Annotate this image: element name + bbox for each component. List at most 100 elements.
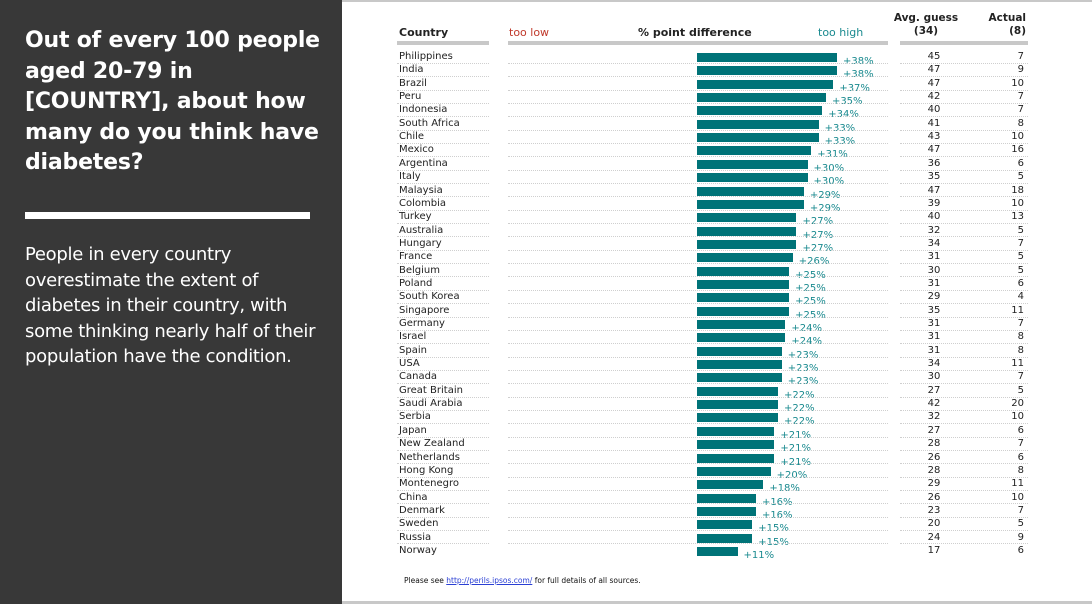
row-divider (397, 369, 489, 371)
row-divider (397, 116, 489, 118)
avg-guess-value: 32 (927, 411, 941, 423)
avg-guess-value: 45 (927, 51, 941, 62)
row-divider (900, 423, 1028, 425)
difference-label: +15% (758, 523, 789, 535)
row-divider (508, 450, 888, 451)
difference-bar (697, 320, 786, 329)
actual-value: 7 (1017, 91, 1024, 103)
avg-guess-value: 26 (927, 451, 941, 463)
avg-guess-value: 26 (927, 491, 941, 503)
country-label: Mexico (399, 144, 434, 156)
difference-bar (697, 400, 779, 410)
row-divider (397, 196, 489, 198)
header-rule-chart (508, 41, 888, 45)
difference-bar (697, 426, 775, 436)
row-divider (900, 169, 1028, 171)
row-divider (900, 476, 1028, 478)
difference-label: +25% (795, 296, 826, 308)
avg-guess-value: 28 (927, 464, 941, 476)
actual-value: 5 (1017, 171, 1024, 183)
row-divider (397, 102, 489, 104)
difference-bar (697, 413, 779, 423)
row-divider (508, 289, 888, 291)
header-rule-country (397, 41, 489, 45)
difference-label: +24% (791, 323, 823, 334)
difference-bar (697, 480, 764, 490)
actual-value: 5 (1017, 251, 1024, 263)
row-divider (900, 236, 1028, 238)
difference-bar (697, 106, 823, 116)
row-divider (508, 476, 888, 478)
avg-guess-value: 31 (927, 251, 941, 263)
actual-value: 10 (1011, 131, 1024, 143)
difference-bar (697, 253, 793, 263)
country-label: Indonesia (399, 104, 448, 116)
actual-value: 11 (1011, 304, 1024, 316)
row-divider (508, 169, 888, 171)
row-divider (397, 503, 489, 505)
row-divider (397, 156, 489, 158)
avg-guess-value: 42 (927, 398, 941, 410)
row-divider (397, 476, 489, 478)
difference-bar (697, 440, 775, 450)
difference-label: +22% (784, 416, 815, 428)
row-divider (397, 356, 489, 358)
header-avg-guess-overall: (34) (913, 25, 939, 37)
avg-guess-value: 20 (927, 518, 941, 530)
row-divider (397, 142, 489, 144)
country-label: Peru (399, 91, 422, 103)
row-divider (508, 516, 888, 518)
avg-guess-value: 17 (927, 544, 941, 556)
difference-label: +38% (843, 56, 874, 67)
row-divider (508, 503, 888, 505)
actual-value: 8 (1017, 344, 1024, 356)
row-divider (508, 236, 888, 238)
left-panel: Out of every 100 people aged 20-79 in [C… (0, 0, 342, 604)
country-label: Netherlands (399, 451, 460, 463)
difference-bar (697, 133, 819, 143)
difference-bar (697, 373, 782, 383)
difference-label: +29% (809, 189, 841, 201)
actual-value: 5 (1017, 384, 1024, 396)
country-label: Serbia (399, 411, 431, 423)
row-divider (397, 289, 489, 291)
row-divider (508, 356, 888, 358)
row-divider (900, 343, 1028, 345)
difference-label: +23% (787, 363, 819, 375)
row-divider (900, 543, 1028, 545)
row-divider (900, 396, 1028, 398)
actual-value: 7 (1017, 371, 1024, 383)
difference-label: +23% (787, 349, 819, 361)
actual-value: 10 (1011, 411, 1024, 423)
avg-guess-value: 31 (927, 331, 941, 343)
row-divider (900, 463, 1028, 465)
difference-bar (697, 239, 797, 249)
difference-label: +35% (831, 96, 863, 108)
actual-value: 8 (1017, 117, 1024, 129)
difference-label: +30% (813, 162, 845, 174)
country-label: France (399, 251, 433, 263)
row-divider (508, 490, 888, 492)
difference-bar (697, 386, 779, 396)
sources-link[interactable]: http://perils.ipsos.com/ (446, 576, 533, 585)
country-label: Japan (399, 424, 427, 436)
difference-label: +34% (828, 109, 859, 121)
row-divider (900, 516, 1028, 518)
avg-guess-value: 32 (927, 224, 941, 236)
actual-value: 7 (1017, 104, 1024, 116)
avg-guess-value: 29 (927, 291, 941, 303)
avg-guess-value: 47 (927, 144, 941, 156)
row-divider (900, 490, 1028, 492)
difference-label: +31% (817, 149, 848, 161)
row-divider (508, 409, 888, 411)
difference-label: +21% (780, 429, 811, 441)
actual-value: 7 (1017, 318, 1024, 329)
actual-value: 13 (1011, 211, 1024, 223)
row-divider (508, 223, 888, 225)
country-label: USA (399, 358, 420, 370)
row-divider (397, 249, 489, 251)
country-label: Russia (399, 531, 432, 543)
row-divider (900, 369, 1028, 371)
header-avg-guess: Avg. guess (34) (890, 12, 962, 38)
top-border (0, 0, 1092, 2)
